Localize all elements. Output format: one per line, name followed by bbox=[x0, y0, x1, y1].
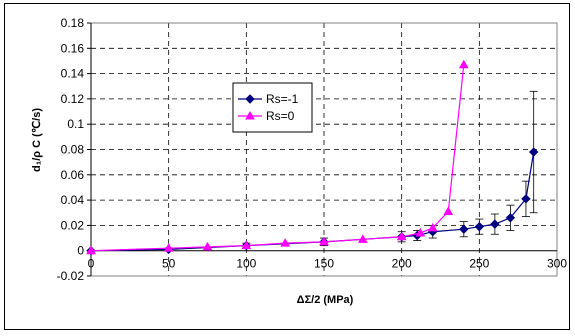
x-tick-label: 0 bbox=[88, 257, 95, 271]
series bbox=[86, 59, 539, 256]
legend: Rs=-1 Rs=0 bbox=[232, 82, 313, 133]
legend-marker bbox=[245, 110, 255, 120]
legend-box bbox=[232, 82, 313, 133]
tick-labels: -0.0200.020.040.060.080.10.120.140.160.1… bbox=[57, 16, 568, 283]
data-point bbox=[458, 59, 469, 69]
y-tick-label: 0.06 bbox=[61, 168, 85, 182]
y-tick-label: 0.18 bbox=[61, 16, 85, 30]
series-rs-0 bbox=[86, 59, 469, 255]
y-tick-label: 0.1 bbox=[67, 117, 84, 131]
y-tick-label: 0.12 bbox=[61, 92, 85, 106]
legend-marker bbox=[245, 94, 255, 104]
y-tick-label: 0.08 bbox=[61, 143, 85, 157]
y-tick-label: 0.14 bbox=[61, 67, 85, 81]
data-point bbox=[528, 147, 539, 157]
series-line bbox=[90, 151, 535, 252]
x-axis-title: ΔΣ/2 (MPa) bbox=[297, 294, 354, 306]
legend-label: Rs=-1 bbox=[266, 92, 299, 106]
data-point bbox=[163, 243, 174, 252]
x-tick-label: 150 bbox=[314, 257, 334, 271]
data-point bbox=[505, 213, 516, 223]
data-point bbox=[280, 238, 291, 247]
y-tick-label: -0.02 bbox=[57, 269, 85, 283]
y-tick-label: 0.16 bbox=[61, 41, 85, 55]
data-point bbox=[319, 236, 329, 246]
data-point bbox=[86, 245, 96, 255]
y-tick-label: 0 bbox=[77, 244, 84, 258]
data-point bbox=[202, 241, 213, 251]
legend-label: Rs=0 bbox=[266, 109, 295, 123]
data-point bbox=[241, 240, 252, 250]
data-point bbox=[427, 222, 438, 232]
data-point bbox=[474, 221, 485, 232]
data-point bbox=[490, 219, 500, 229]
y-axis-title: d₁/ρ C (℃/s) bbox=[31, 108, 43, 172]
x-tick-label: 50 bbox=[162, 257, 176, 271]
x-tick-label: 100 bbox=[236, 257, 256, 271]
data-point bbox=[521, 194, 531, 204]
x-tick-label: 200 bbox=[392, 257, 412, 271]
data-point bbox=[396, 231, 407, 241]
y-tick-label: 0.04 bbox=[61, 193, 85, 207]
x-tick-label: 300 bbox=[547, 257, 567, 271]
x-tick-label: 250 bbox=[469, 257, 489, 271]
data-point bbox=[459, 224, 469, 234]
data-point bbox=[443, 206, 454, 215]
series-line bbox=[90, 64, 465, 252]
data-point bbox=[357, 234, 368, 243]
data-point bbox=[415, 227, 426, 237]
y-tick-label: 0.02 bbox=[61, 218, 85, 232]
